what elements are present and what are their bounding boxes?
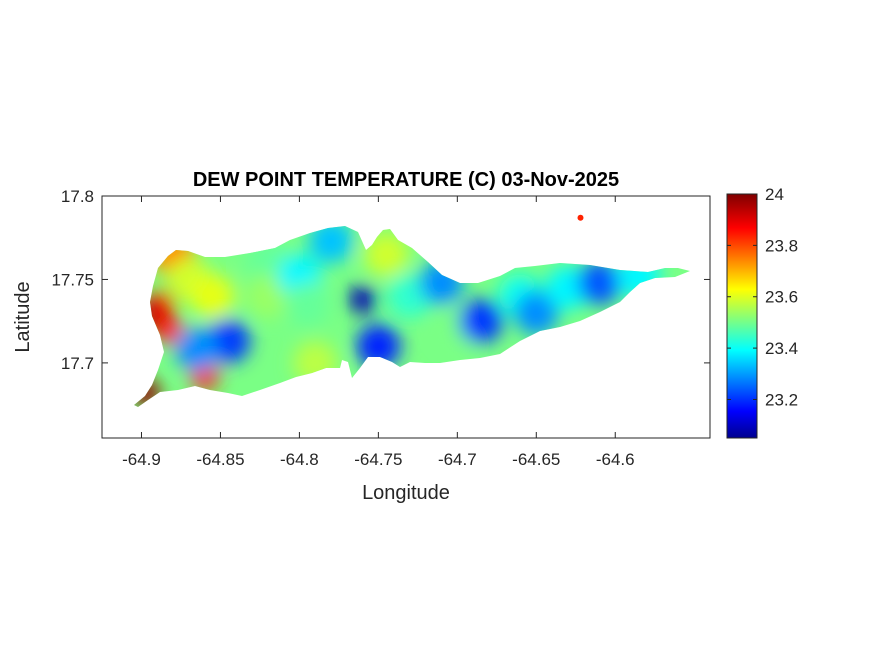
x-tick-label: -64.85 bbox=[196, 450, 244, 469]
x-axis-ticks: -64.9 -64.85 -64.8 -64.75 -64.7 -64.65 -64.6 bbox=[122, 196, 635, 469]
chart-title: DEW POINT TEMPERATURE (C) 03-Nov-2025 bbox=[193, 169, 619, 191]
colorbar-ticks: 23.2 23.4 23.6 23.8 24 bbox=[727, 185, 798, 409]
y-tick-label: 17.7 bbox=[61, 354, 94, 373]
field-point bbox=[190, 274, 235, 319]
offshore-cay bbox=[577, 214, 584, 221]
colorbar bbox=[726, 193, 758, 439]
x-tick-label: -64.6 bbox=[596, 450, 635, 469]
field-point bbox=[356, 324, 401, 369]
x-tick-label: -64.8 bbox=[280, 450, 319, 469]
field-point bbox=[459, 299, 503, 344]
colorbar-tick-label: 23.6 bbox=[765, 288, 798, 307]
x-tick-label: -64.75 bbox=[354, 450, 402, 469]
field-point bbox=[154, 315, 183, 344]
field-point bbox=[364, 232, 409, 277]
colorbar-tick-label: 23.2 bbox=[765, 390, 798, 409]
colorbar-tick-label: 23.4 bbox=[765, 339, 798, 358]
field-point bbox=[514, 290, 559, 335]
cay-point bbox=[577, 214, 584, 221]
field-point bbox=[285, 282, 330, 327]
y-tick-label: 17.75 bbox=[51, 270, 94, 289]
axes-frame bbox=[101, 195, 711, 439]
field-point bbox=[577, 260, 622, 305]
colorbar-tick-label: 24 bbox=[765, 185, 784, 204]
x-tick-label: -64.65 bbox=[512, 450, 560, 469]
colorbar-tick-label: 23.8 bbox=[765, 236, 798, 255]
field-point bbox=[348, 285, 377, 314]
field-point bbox=[146, 290, 175, 319]
x-tick-label: -64.7 bbox=[438, 450, 477, 469]
x-tick-label: -64.9 bbox=[122, 450, 161, 469]
y-axis-ticks: 17.7 17.75 17.8 bbox=[51, 187, 710, 373]
field-point bbox=[245, 274, 290, 319]
y-axis-label: Latitude bbox=[12, 281, 34, 352]
x-axis-label: Longitude bbox=[362, 482, 450, 504]
field-point bbox=[174, 327, 219, 372]
y-tick-label: 17.8 bbox=[61, 187, 94, 206]
